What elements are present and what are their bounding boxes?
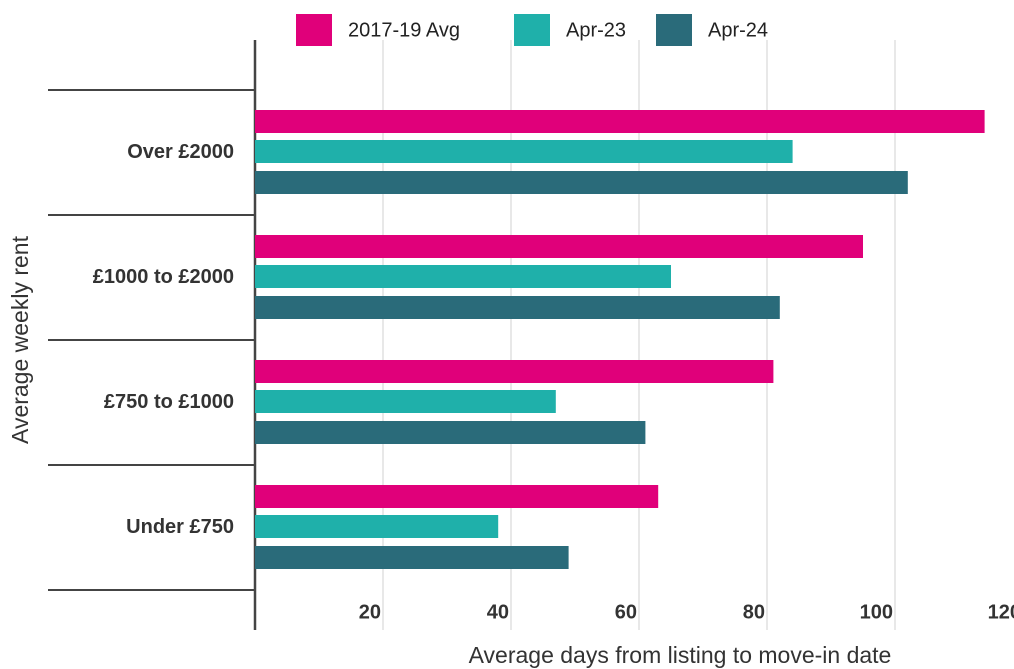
x-tick-label: 20 xyxy=(359,601,381,623)
bar xyxy=(255,515,499,538)
y-tick-label: Over £2000 xyxy=(127,141,234,163)
bar xyxy=(255,140,793,163)
bar xyxy=(255,485,659,508)
y-tick-label: Under £750 xyxy=(126,516,234,538)
y-tick-label: £750 to £1000 xyxy=(104,391,234,413)
legend-swatch xyxy=(296,14,332,46)
bar xyxy=(255,360,774,383)
x-tick-label: 100 xyxy=(860,601,893,623)
x-tick-label: 120 xyxy=(988,601,1014,623)
bar xyxy=(255,265,671,288)
legend-swatch xyxy=(656,14,692,46)
x-axis-title: Average days from listing to move-in dat… xyxy=(469,642,892,668)
legend-label: 2017-19 Avg xyxy=(348,19,460,41)
x-tick-label: 40 xyxy=(487,601,509,623)
bar xyxy=(255,546,569,569)
bar xyxy=(255,421,646,444)
bar xyxy=(255,235,863,258)
x-tick-label: 80 xyxy=(743,601,765,623)
bar xyxy=(255,296,780,319)
bar xyxy=(255,390,556,413)
x-tick-label: 60 xyxy=(615,601,637,623)
legend-label: Apr-23 xyxy=(566,19,626,41)
legend-label: Apr-24 xyxy=(708,19,768,41)
legend-swatch xyxy=(514,14,550,46)
y-axis-title: Average weekly rent xyxy=(7,235,33,444)
y-tick-label: £1000 to £2000 xyxy=(93,266,234,288)
bar xyxy=(255,171,908,194)
bar xyxy=(255,110,985,133)
